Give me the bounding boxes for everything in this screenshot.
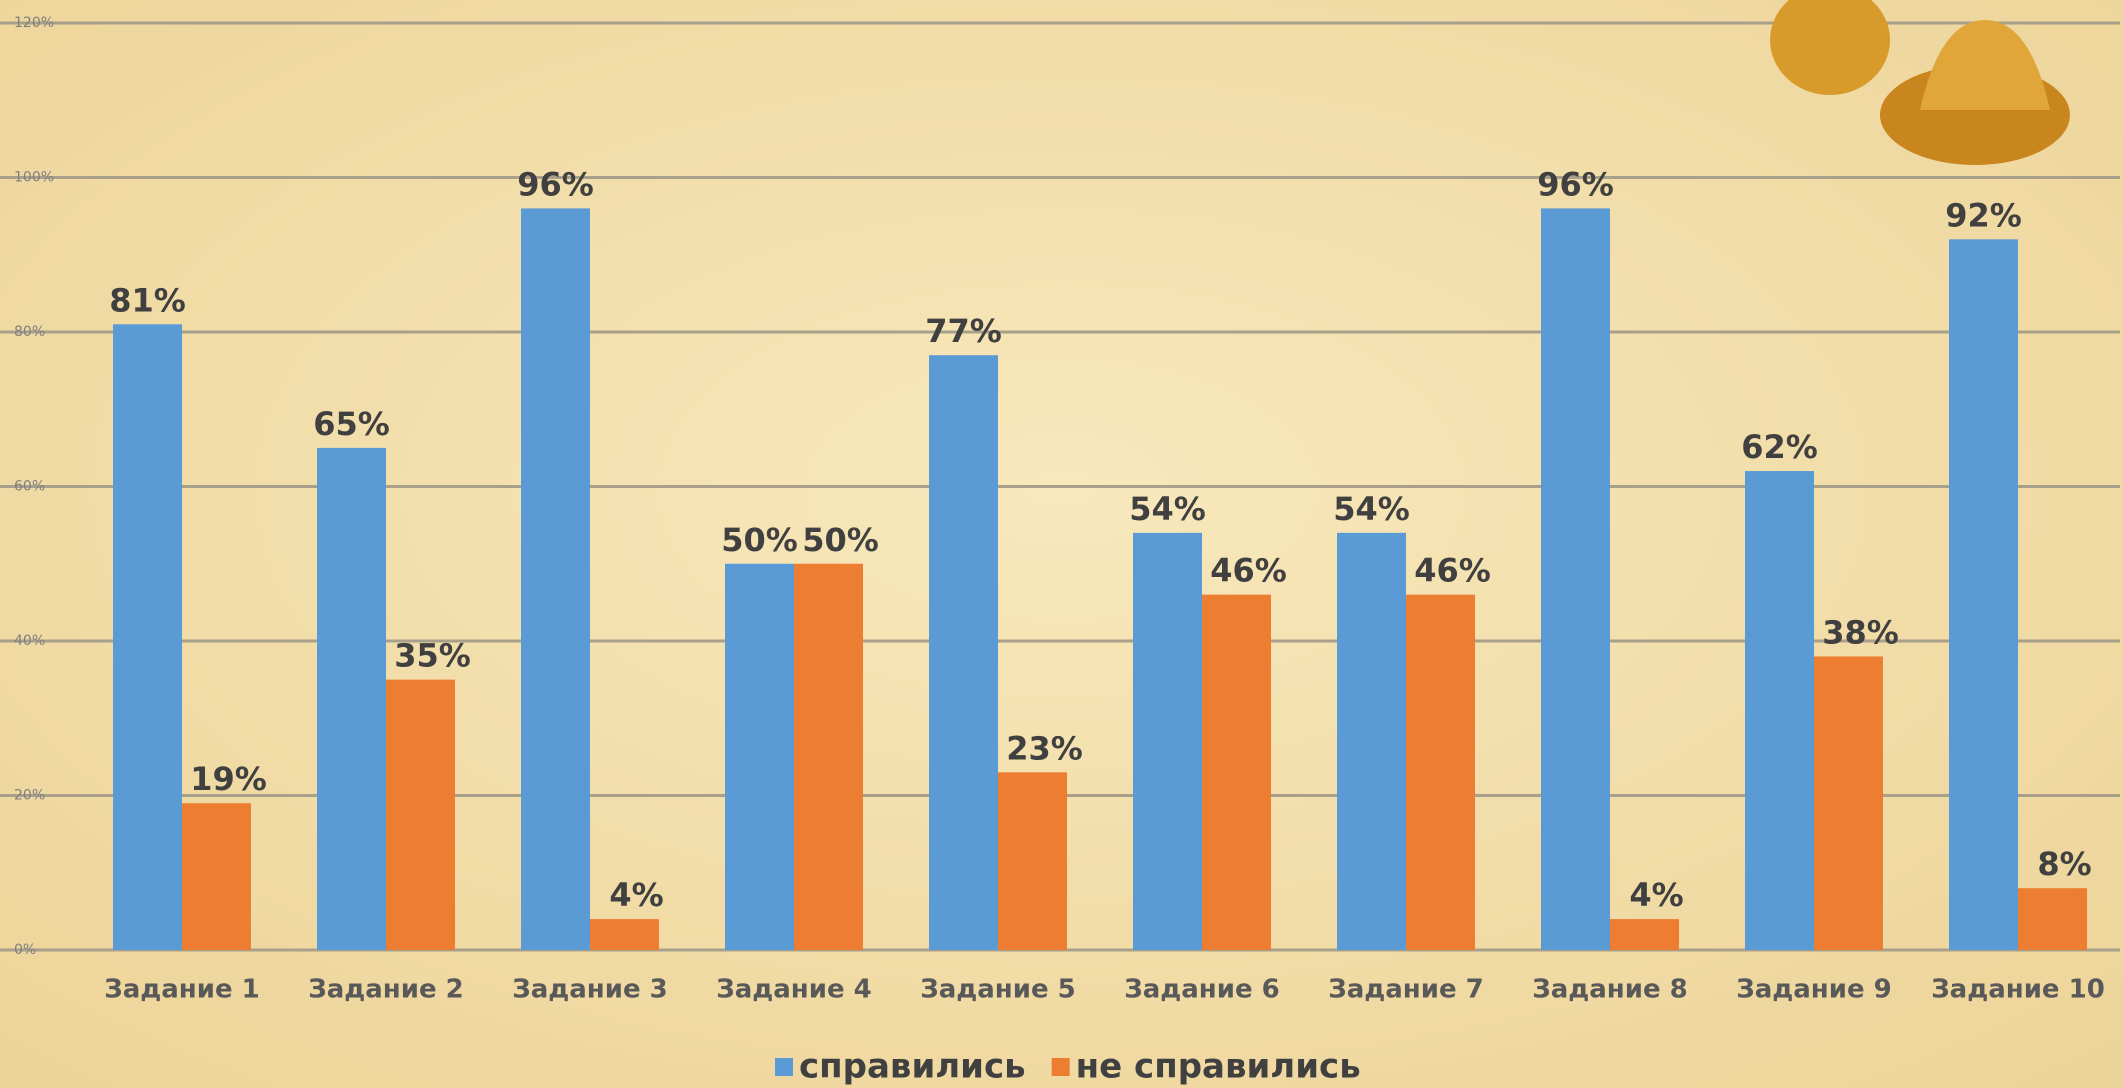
value-label: 96% [1537, 165, 1614, 203]
bar [929, 355, 998, 950]
value-label: 35% [394, 637, 471, 675]
x-tick-label: Задание 3 [512, 975, 668, 1005]
x-tick-label: Задание 2 [308, 975, 464, 1005]
bar [1202, 595, 1271, 950]
y-tick-label: 60% [14, 479, 45, 495]
x-tick-label: Задание 10 [1931, 975, 2105, 1005]
y-tick-label: 20% [14, 788, 45, 804]
y-tick-label: 120% [14, 15, 54, 31]
value-label: 4% [609, 876, 663, 914]
value-label: 4% [1629, 876, 1683, 914]
bar [1133, 533, 1202, 950]
value-label: 54% [1129, 490, 1206, 528]
page: 0% 20% 40% 60% 80% 100% 120% Задание 1 81% 19% Зад… [0, 0, 2123, 1088]
x-tick-label: Задание 5 [920, 975, 1076, 1005]
bar [182, 803, 251, 950]
x-tick-label: Задание 6 [1124, 975, 1280, 1005]
value-label: 46% [1210, 552, 1287, 590]
legend-swatch [1052, 1058, 1070, 1076]
y-tick-label: 0% [14, 942, 36, 958]
value-label: 77% [925, 312, 1002, 350]
value-label: 50% [721, 521, 798, 559]
legend-label: справились [799, 1047, 1026, 1087]
chart: 0% 20% 40% 60% 80% 100% 120% Задание 1 81% 19% Зад… [0, 0, 2123, 1088]
bar [1949, 239, 2018, 950]
value-label: 46% [1414, 552, 1491, 590]
bar [725, 564, 794, 950]
value-label: 23% [1006, 729, 1083, 767]
value-label: 81% [109, 281, 186, 319]
bar [386, 680, 455, 950]
bar [1541, 208, 1610, 950]
bar [317, 448, 386, 950]
value-label: 54% [1333, 490, 1410, 528]
legend-label: не справились [1076, 1047, 1361, 1087]
x-tick-label: Задание 1 [104, 975, 260, 1005]
x-tick-label: Задание 4 [716, 975, 872, 1005]
bar [1745, 471, 1814, 950]
bar [1814, 656, 1883, 950]
bar [521, 208, 590, 950]
value-label: 19% [190, 760, 267, 798]
value-label: 62% [1741, 428, 1818, 466]
x-tick-label: Задание 8 [1532, 975, 1688, 1005]
value-label: 92% [1945, 196, 2022, 234]
x-tick-label: Задание 9 [1736, 975, 1892, 1005]
bar [1337, 533, 1406, 950]
bar [1406, 595, 1475, 950]
value-label: 96% [517, 165, 594, 203]
bar [2018, 888, 2087, 950]
legend-swatch [775, 1058, 793, 1076]
bar [998, 772, 1067, 950]
value-label: 8% [2037, 845, 2091, 883]
y-tick-label: 40% [14, 633, 45, 649]
y-tick-label: 100% [14, 170, 54, 186]
y-tick-label: 80% [14, 324, 45, 340]
value-label: 50% [802, 521, 879, 559]
bar [590, 919, 659, 950]
value-label: 65% [313, 405, 390, 443]
x-tick-label: Задание 7 [1328, 975, 1484, 1005]
bar [794, 564, 863, 950]
bar [1610, 919, 1679, 950]
bar [113, 324, 182, 950]
value-label: 38% [1822, 613, 1899, 651]
